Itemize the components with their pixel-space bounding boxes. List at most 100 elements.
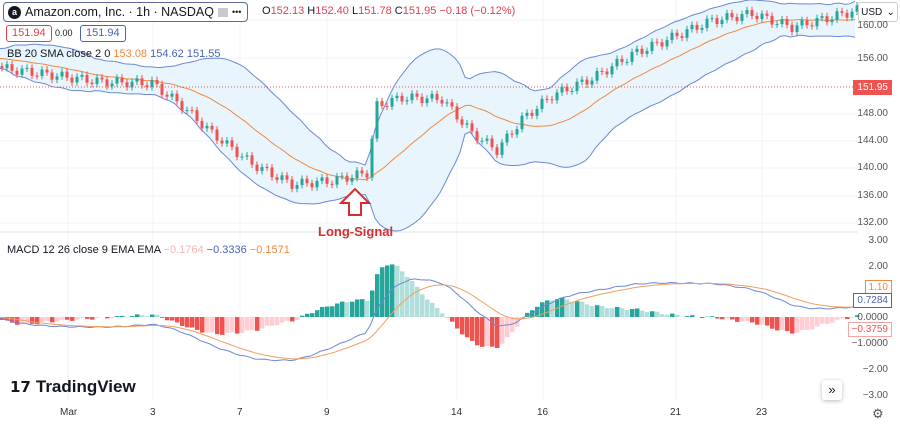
candle: [635, 48, 639, 52]
candle: [70, 77, 74, 83]
price-tick: 140.00: [857, 162, 888, 173]
candle: [335, 176, 339, 185]
candle: [400, 95, 404, 102]
macd-histogram-bar: [195, 317, 200, 330]
macd-histogram-bar: [395, 265, 400, 317]
candle: [780, 19, 784, 24]
candle: [850, 11, 854, 18]
candle: [350, 178, 354, 182]
symbol-info[interactable]: a Amazon.com, Inc. · 1h · NASDAQ •••: [3, 2, 249, 22]
candle: [360, 170, 364, 174]
candle: [230, 140, 234, 147]
candle: [250, 155, 254, 165]
macd-histogram-bar: [510, 317, 515, 333]
macd-legend[interactable]: MACD 12 26 close 9 EMA EMA −0.1764 −0.33…: [7, 244, 290, 256]
x-tick: 7: [237, 407, 243, 418]
macd-histogram-bar: [360, 299, 365, 317]
macd-histogram-bar: [375, 274, 380, 317]
candle: [380, 101, 384, 107]
candle: [110, 83, 114, 87]
macd-histogram-bar: [660, 314, 665, 317]
macd-histogram-bar: [265, 317, 270, 326]
macd-histogram-bar: [70, 317, 75, 321]
macd-histogram-bar: [535, 306, 540, 317]
candle: [715, 18, 719, 25]
bb-fill: [0, 0, 855, 232]
candle: [465, 123, 469, 125]
candle: [30, 67, 34, 76]
candle: [840, 11, 844, 13]
candle: [800, 20, 804, 26]
candle: [225, 140, 229, 144]
candle: [130, 81, 134, 88]
macd-histogram-bar: [570, 301, 575, 317]
macd-histogram-bar: [210, 317, 215, 333]
buy-button[interactable]: 151.94: [80, 25, 126, 42]
candle: [680, 36, 684, 38]
candle: [245, 155, 249, 157]
currency-select[interactable]: USD ⌄: [858, 2, 898, 22]
candle: [455, 106, 459, 120]
candle: [145, 85, 149, 88]
macd-histogram-bar: [575, 301, 580, 317]
macd-histogram-bar: [275, 317, 280, 326]
candle: [575, 81, 579, 91]
macd-histogram-bar: [590, 306, 595, 317]
candle: [790, 24, 794, 33]
candle: [270, 167, 274, 178]
candle: [265, 166, 269, 168]
more-icon[interactable]: •••: [231, 7, 242, 17]
candle: [480, 140, 484, 142]
candle: [580, 79, 584, 82]
settings-icon[interactable]: ⚙: [872, 406, 884, 421]
macd-histogram-bar: [845, 317, 850, 319]
macd-histogram-bar: [550, 300, 555, 317]
candle: [125, 82, 129, 88]
candle: [750, 10, 754, 17]
macd-histogram-bar: [580, 301, 585, 317]
candle: [45, 69, 49, 73]
candle: [80, 74, 84, 77]
candle: [190, 110, 194, 112]
candle: [210, 125, 214, 130]
candle: [855, 5, 859, 12]
last-price-tag: 151.95: [853, 80, 892, 95]
macd-histogram-bar: [810, 317, 815, 330]
candle: [320, 177, 324, 181]
macd-histogram-bar: [25, 317, 30, 323]
candle: [75, 76, 79, 83]
candle: [305, 178, 309, 184]
macd-histogram-bar: [435, 308, 440, 317]
macd-histogram-bar: [185, 317, 190, 328]
candle: [330, 183, 334, 185]
candle: [745, 10, 749, 15]
candle: [425, 98, 429, 104]
macd-histogram-bar: [260, 317, 265, 329]
candle: [155, 80, 159, 84]
macd-histogram-bar: [5, 317, 10, 321]
sell-button[interactable]: 151.94: [6, 25, 52, 42]
tradingview-logo[interactable]: 𝟭𝟳 TradingView: [10, 377, 136, 396]
macd-histogram-bar: [175, 317, 180, 323]
macd-histogram-bar: [470, 317, 475, 341]
candle: [830, 19, 834, 23]
spread: 0.00: [55, 28, 73, 38]
candle: [785, 19, 789, 25]
macd-histogram-bar: [35, 317, 40, 325]
candle: [120, 77, 124, 83]
candle: [600, 70, 604, 72]
candle: [175, 93, 179, 102]
candle: [365, 173, 369, 178]
candle: [180, 101, 184, 111]
candle: [610, 66, 614, 75]
candle: [140, 78, 144, 86]
candle: [700, 28, 704, 30]
bb-legend[interactable]: BB 20 SMA close 2 0 153.08 154.62 151.55: [7, 48, 221, 60]
flag-icon[interactable]: [217, 7, 228, 17]
candle: [775, 23, 779, 25]
macd-histogram-bar: [835, 317, 840, 320]
scroll-to-realtime-button[interactable]: »: [822, 380, 842, 400]
candle: [560, 86, 564, 93]
candle: [160, 83, 164, 95]
